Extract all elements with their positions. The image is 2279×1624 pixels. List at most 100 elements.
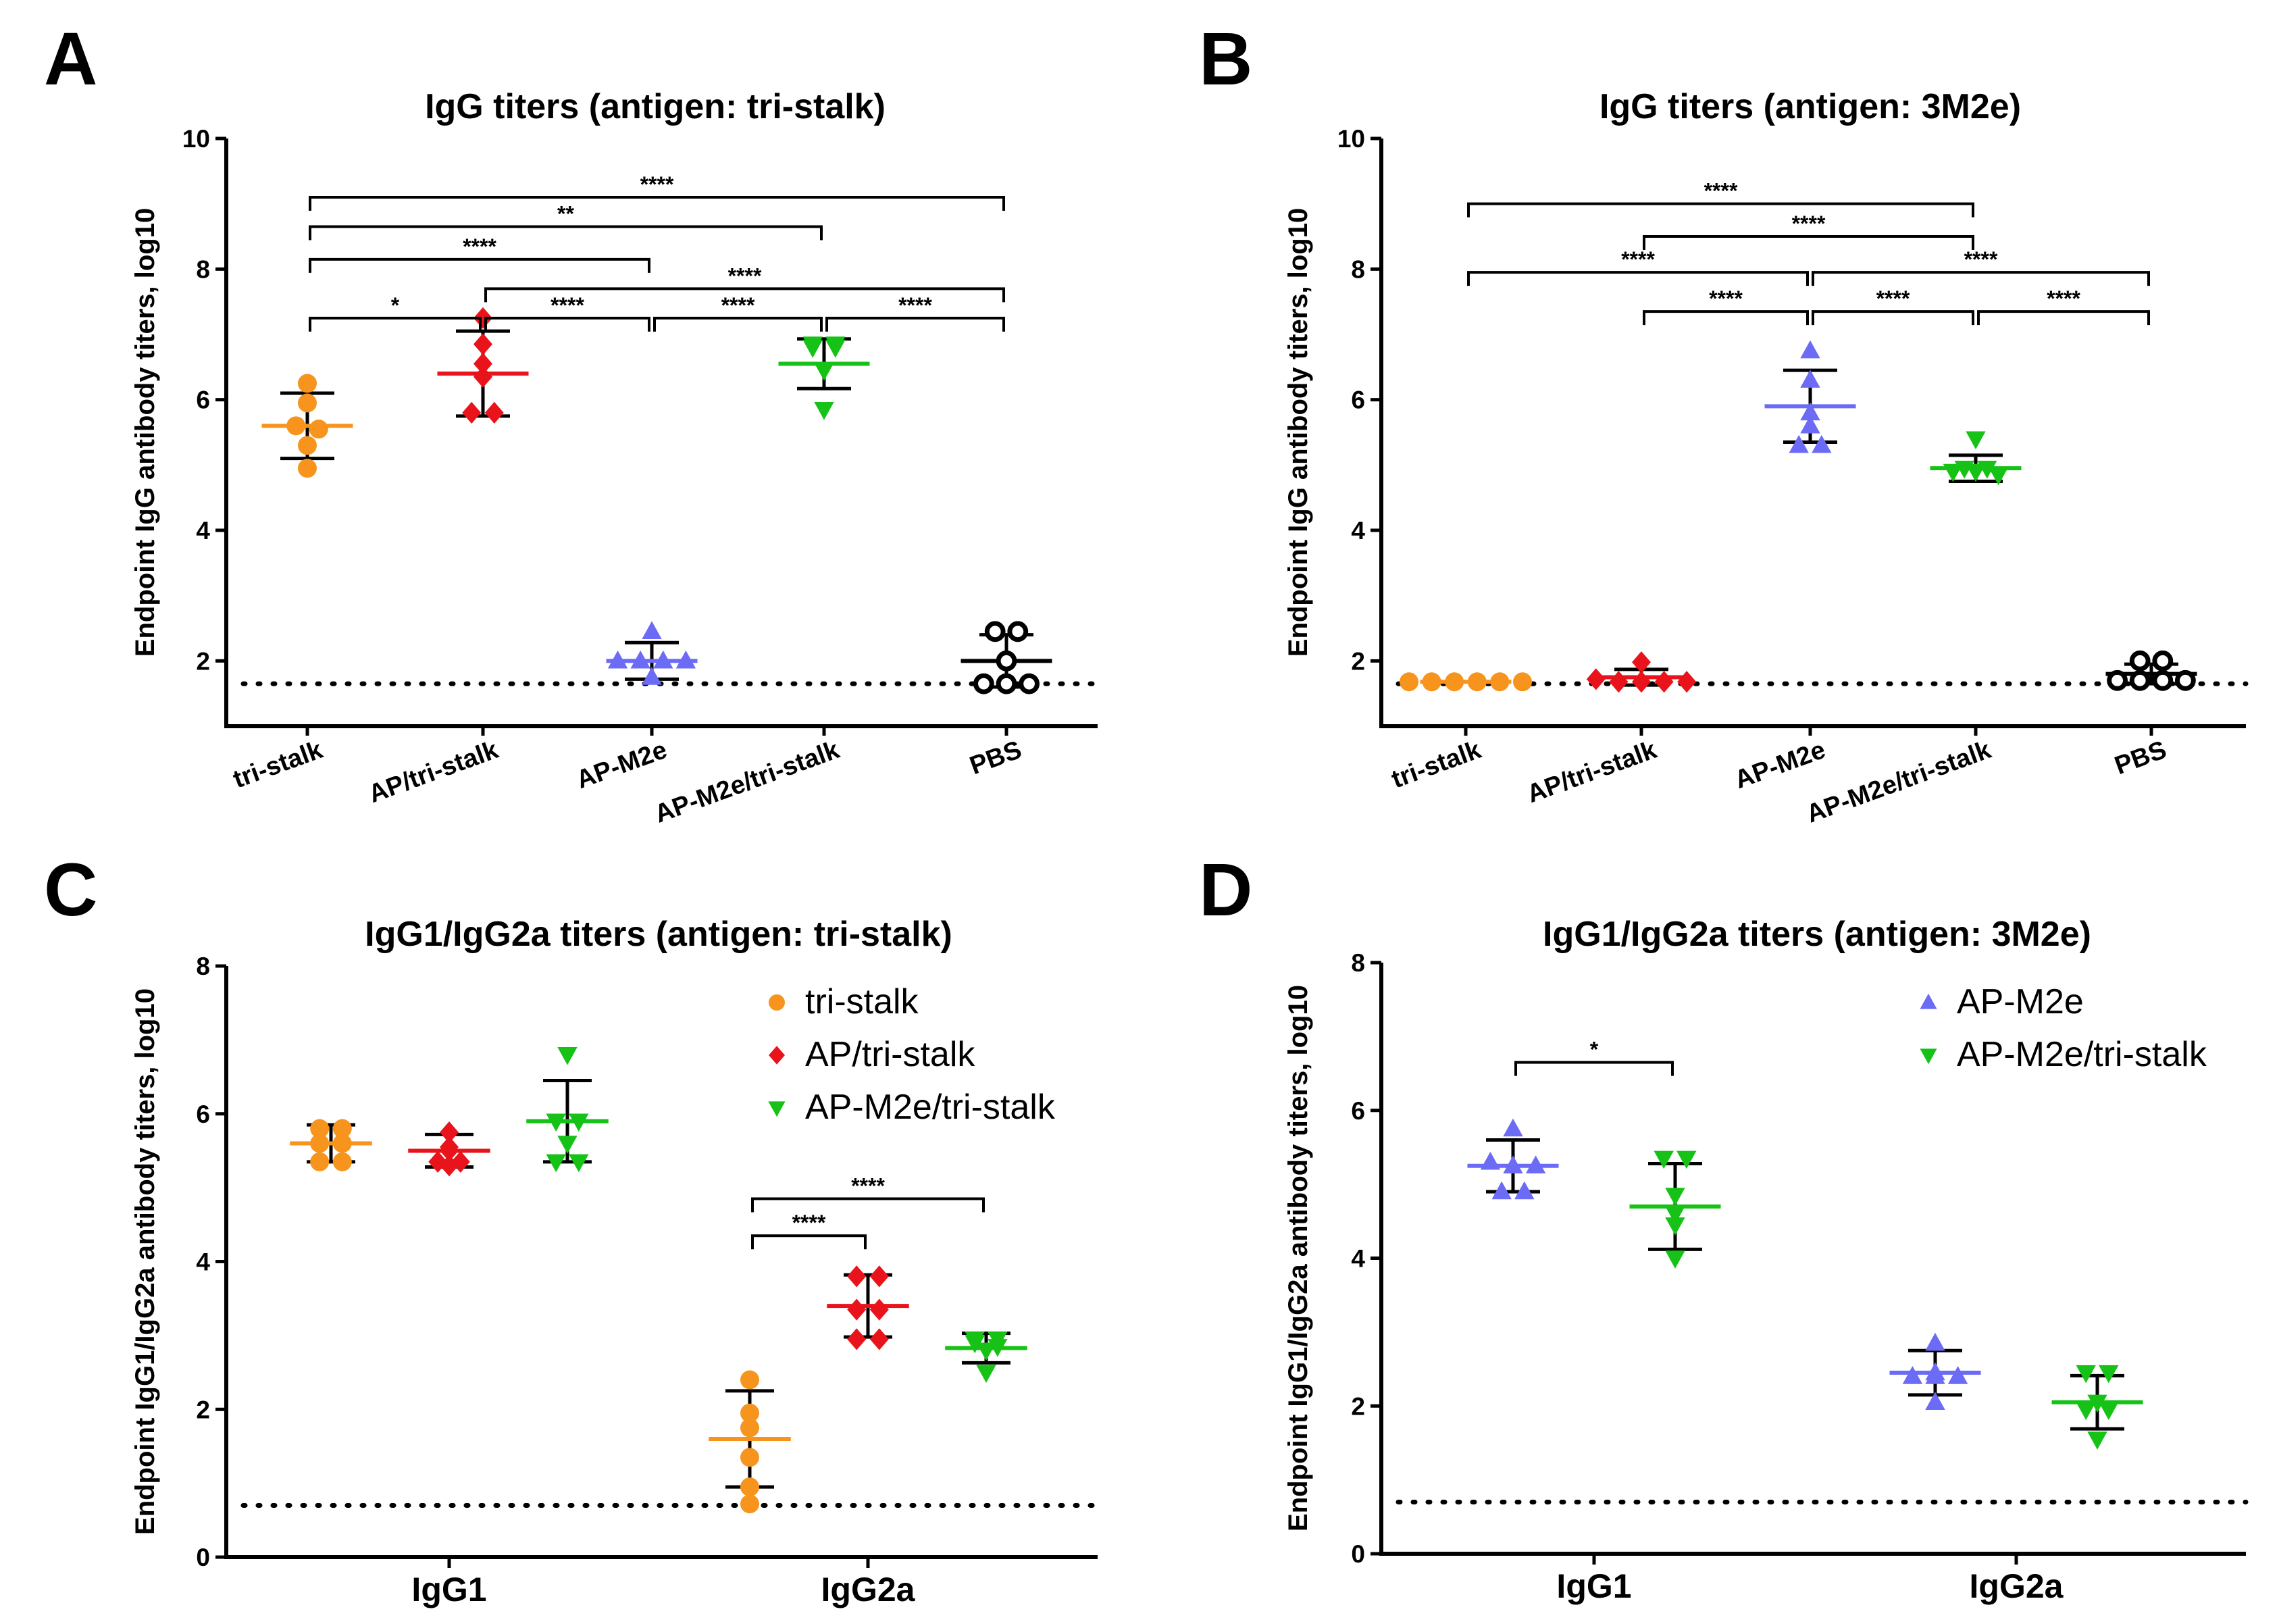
significance-bracket: **** (1643, 211, 1974, 250)
data-point-circle (740, 1448, 759, 1467)
data-point-diamond (847, 1328, 867, 1350)
y-tick-label: 6 (1351, 386, 1365, 414)
significance-bracket: **** (1467, 247, 1809, 286)
group-ap-m2e (1467, 1118, 1559, 1200)
y-tick-label: 6 (1351, 1097, 1365, 1125)
data-point-triangle-up (1925, 1366, 1945, 1384)
data-point-triangle-down (1920, 1048, 1937, 1065)
chart-title: IgG titers (antigen: 3M2e) (1599, 87, 2021, 126)
x-tick-label: IgG2a (821, 1571, 916, 1608)
data-point-circle (1445, 672, 1464, 692)
bracket-line (484, 316, 650, 332)
data-point-circle (1422, 672, 1441, 692)
data-point-circle (298, 436, 317, 455)
data-point-triangle-down (976, 1365, 996, 1383)
significance-label: **** (2047, 286, 2080, 311)
data-point-triangle-up (1800, 402, 1820, 421)
y-tick-label: 4 (196, 517, 210, 544)
data-point-circle (298, 393, 317, 413)
y-axis-label: Endpoint IgG antibody titers, log10 (1283, 208, 1313, 657)
legend-label: AP/tri-stalk (805, 1035, 975, 1074)
panel-D: D IgG1/IgG2a titers (antigen: 3M2e) 0 2 4 6 8 E… (1199, 848, 2249, 1605)
data-point-open-circle (984, 621, 1006, 642)
x-tick-label: IgG1 (1556, 1567, 1631, 1605)
x-tick-label: IgG2a (1970, 1567, 2064, 1605)
data-point-circle (769, 994, 785, 1011)
significance-label: * (1590, 1038, 1599, 1062)
data-point-triangle-down (557, 1136, 578, 1154)
data-point-triangle-down (814, 362, 834, 381)
bracket-line (1812, 310, 1974, 326)
legend-label: AP-M2e/tri-stalk (805, 1088, 1056, 1127)
significance-bracket: **** (1643, 286, 1809, 326)
bracket-line (1643, 310, 1809, 326)
legend-label: AP-M2e (1957, 982, 2084, 1021)
bracket-line (309, 196, 1005, 211)
data-point-triangle-down (546, 1154, 566, 1173)
data-point-circle (1513, 672, 1532, 692)
panel-label: C (44, 848, 97, 932)
bracket-line (309, 316, 482, 332)
data-point-open-circle (996, 650, 1017, 671)
data-point-triangle-down (557, 1047, 578, 1065)
data-point-circle (332, 1119, 352, 1138)
legend: tri-stalk AP/tri-stalk AP-M2e/tri-stalk (768, 982, 1056, 1127)
data-point-triangle-up (1480, 1151, 1501, 1170)
data-point-open-circle (2129, 669, 2151, 691)
data-point-diamond (440, 1154, 459, 1177)
data-point-triangle-up (1800, 340, 1820, 359)
data-point-diamond (1632, 651, 1651, 674)
y-axis-label: Endpoint IgG antibody titers, log10 (130, 208, 160, 657)
data-point-circle (740, 1494, 759, 1514)
bracket-line (1467, 271, 1809, 286)
data-point-triangle-up (607, 650, 628, 669)
significance-label: **** (1621, 247, 1655, 272)
significance-bracket: **** (1977, 286, 2150, 326)
y-axis-label: Endpoint IgG1/IgG2a antibody titers, log… (1283, 985, 1313, 1531)
x-tick-label: AP-M2e (1731, 736, 1829, 794)
x-tick-label: tri-stalk (230, 736, 327, 794)
x-tick-label: tri-stalk (1388, 736, 1485, 794)
data-point-triangle-up (1947, 1366, 1968, 1384)
panel-C: C IgG1/IgG2a titers (antigen: tri-stalk) 0… (44, 848, 1100, 1608)
data-point-triangle-down (1665, 1250, 1685, 1269)
y-tick-label: 8 (1351, 255, 1365, 283)
legend-label: AP-M2e/tri-stalk (1957, 1035, 2207, 1074)
data-point-diamond (847, 1298, 867, 1321)
group-ap-tri-stalk (1586, 651, 1697, 693)
data-point-triangle-down (768, 1101, 786, 1117)
data-point-triangle-down (976, 1342, 996, 1361)
data-point-circle (286, 416, 306, 436)
group-ap-m2e-tri-stalk (945, 1331, 1027, 1383)
data-point-circle (740, 1403, 759, 1423)
data-point-triangle-down (2099, 1365, 2119, 1384)
data-point-triangle-up (1514, 1181, 1535, 1200)
significance-label: **** (792, 1211, 826, 1235)
group-pbs (961, 621, 1052, 694)
significance-bracket: **** (309, 234, 650, 273)
significance-label: **** (1704, 179, 1738, 203)
bracket-line (1643, 235, 1974, 250)
group-ap-m2e-tri-stalk (1629, 1150, 1721, 1269)
significance-label: **** (463, 234, 496, 259)
data-point-open-circle (2175, 669, 2196, 691)
group-ap-m2e-tri-stalk (778, 336, 870, 420)
data-point-circle (1490, 672, 1510, 692)
data-point-diamond (462, 401, 482, 424)
x-tick-label: PBS (2111, 736, 2170, 780)
data-point-diamond (440, 1140, 459, 1162)
y-tick-label: 2 (1351, 647, 1365, 675)
group-ap-m2e (1889, 1332, 1981, 1410)
bracket-line (1467, 202, 1974, 218)
significance-label: ** (557, 202, 574, 226)
significance-bracket: **** (653, 293, 823, 332)
data-point-triangle-up (642, 621, 662, 640)
bracket-line (1977, 310, 2150, 326)
data-point-diamond (1586, 668, 1606, 690)
data-point-triangle-up (1800, 415, 1820, 434)
y-tick-label: 4 (1351, 1245, 1365, 1273)
significance-label: **** (728, 263, 762, 288)
data-point-triangle-down (2087, 1394, 2107, 1413)
panel-label: D (1199, 848, 1252, 932)
panel-label: A (44, 18, 97, 101)
